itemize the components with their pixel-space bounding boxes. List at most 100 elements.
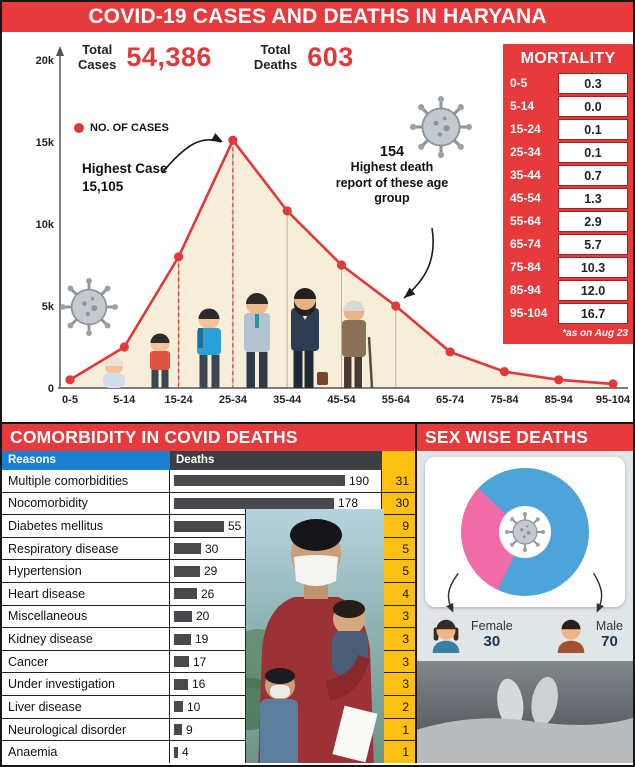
comorbidity-reason: Multiple comorbidities <box>2 470 170 492</box>
deaths-value: 55 <box>228 519 242 534</box>
deaths-bar <box>174 543 201 555</box>
comorbidity-row: Nocomorbidity 178 30 <box>2 492 415 516</box>
legend-dot-icon <box>74 123 84 133</box>
deaths-value: 9 <box>186 722 193 737</box>
deaths-value: 26 <box>201 586 215 601</box>
teen-icon <box>197 308 221 388</box>
comorbidity-row: Heart disease 26 4 <box>2 583 415 606</box>
bearded-man-icon <box>291 288 328 388</box>
comorbidity-row: Anaemia 4 1 <box>2 741 415 763</box>
mortality-value: 2.9 <box>558 211 628 232</box>
percent-value: 3 <box>382 673 415 696</box>
comorbidity-row: Liver disease 10 2 <box>2 696 415 719</box>
percent-value: 9 <box>382 515 415 537</box>
highest-death-annotation: 154 Highest death report of these age gr… <box>332 144 452 207</box>
comorbidity-reason: Liver disease <box>2 696 170 718</box>
comorbidity-reason: Anaemia <box>2 741 170 763</box>
svg-text:15k: 15k <box>36 137 55 149</box>
mortality-row: 65-74 5.7 <box>508 234 628 255</box>
annotation-arrows <box>56 46 434 299</box>
deaths-bar <box>174 610 192 622</box>
comorbidity-reason: Miscellaneous <box>2 605 170 628</box>
man-with-child-photo <box>245 509 384 763</box>
deaths-bar <box>174 475 345 487</box>
deaths-bar <box>174 746 178 758</box>
comorbidity-reason: Kidney disease <box>2 628 170 650</box>
svg-text:20k: 20k <box>36 55 55 67</box>
comorbidity-row: Neurological disorder 9 1 <box>2 718 415 742</box>
deaths-column-header: Deaths <box>170 451 382 470</box>
deaths-value: 178 <box>338 496 359 511</box>
virus-icon <box>60 278 118 336</box>
mortality-value: 16.7 <box>558 303 628 324</box>
mortality-value: 0.0 <box>558 96 628 117</box>
mortality-age: 15-24 <box>510 122 541 136</box>
comorbidity-bar-cell: 178 <box>170 492 382 515</box>
mortality-value: 0.1 <box>558 142 628 163</box>
deaths-value: 190 <box>349 473 370 488</box>
total-deaths-label: Total Deaths <box>253 42 298 72</box>
comorbidity-section: COMORBIDITY IN COVID DEATHS Reasons Deat… <box>2 424 417 763</box>
mortality-value: 10.3 <box>558 257 628 278</box>
svg-text:0-5: 0-5 <box>62 394 78 406</box>
mortality-row: 55-64 2.9 <box>508 211 628 232</box>
comorbidity-reason: Cancer <box>2 650 170 673</box>
page-title: COVID-19 CASES AND DEATHS IN HARYANA <box>2 2 633 32</box>
mortality-row: 95-104 16.7 <box>508 303 628 324</box>
comorbidity-reason: Neurological disorder <box>2 718 170 741</box>
mortality-value: 5.7 <box>558 234 628 255</box>
sex-legend-row: Female 30 Male 70 <box>417 607 633 661</box>
mortality-age: 35-44 <box>510 168 541 182</box>
deaths-bar <box>174 565 200 577</box>
mortality-row: 35-44 0.7 <box>508 165 628 186</box>
chart-line-layer: 0-5 5-14 15-24 25-34 35-44 45-54 55-64 65-74 75-… <box>62 135 631 406</box>
male-group: Male 70 <box>552 615 623 653</box>
percent-value: 2 <box>382 696 415 718</box>
mortality-row: 25-34 0.1 <box>508 142 628 163</box>
percent-value: 31 <box>382 470 415 492</box>
male-value: 70 <box>601 632 618 650</box>
mortality-age: 5-14 <box>510 99 535 113</box>
mortality-row: 15-24 0.1 <box>508 119 628 140</box>
svg-text:55-64: 55-64 <box>382 394 411 406</box>
baby-icon <box>103 357 125 388</box>
comorbidity-row: Multiple comorbidities 190 31 <box>2 470 415 493</box>
mortality-row: 85-94 12.0 <box>508 280 628 301</box>
percent-value: 4 <box>382 583 415 605</box>
deaths-value: 17 <box>193 654 207 669</box>
percent-value: 5 <box>382 537 415 560</box>
mortality-value: 0.1 <box>558 119 628 140</box>
total-deaths-value: 603 <box>307 42 354 72</box>
deaths-value: 4 <box>182 745 189 760</box>
female-value: 30 <box>483 632 501 650</box>
male-label: Male <box>595 618 623 633</box>
svg-text:95-104: 95-104 <box>596 394 631 406</box>
highest-death-label: Highest death report of these age group <box>335 160 449 206</box>
svg-text:65-74: 65-74 <box>436 394 465 406</box>
man-with-tie-icon <box>244 293 270 388</box>
comorbidity-header-row: Reasons Deaths <box>2 451 415 470</box>
donut-hole <box>499 506 551 558</box>
deaths-value: 20 <box>196 609 210 624</box>
sex-donut-card <box>425 457 625 607</box>
total-cases-value: 54,386 <box>126 42 212 72</box>
svg-text:5-14: 5-14 <box>113 394 136 406</box>
mortality-age: 0-5 <box>510 76 528 90</box>
mortality-age: 75-84 <box>510 260 541 274</box>
mortality-table: MORTALITY 0-5 0.3 5-14 0.0 15-24 0.1 25-… <box>503 44 633 344</box>
comorbidity-title: COMORBIDITY IN COVID DEATHS <box>2 424 415 451</box>
mortality-footnote: *as on Aug 23 <box>562 328 628 339</box>
mortality-age: 55-64 <box>510 214 541 228</box>
female-label: Female <box>471 618 513 633</box>
deaths-value: 19 <box>195 632 209 647</box>
mortality-value: 1.3 <box>558 188 628 209</box>
svg-text:25-34: 25-34 <box>219 394 248 406</box>
percent-value: 3 <box>382 628 415 650</box>
female-group: Female 30 <box>427 615 513 653</box>
age-group-people-illustration <box>103 288 374 389</box>
mortality-title: MORTALITY <box>520 50 616 67</box>
deaths-bar <box>174 724 182 735</box>
percent-column-header <box>382 451 415 470</box>
highest-death-value: 154 <box>379 144 405 160</box>
